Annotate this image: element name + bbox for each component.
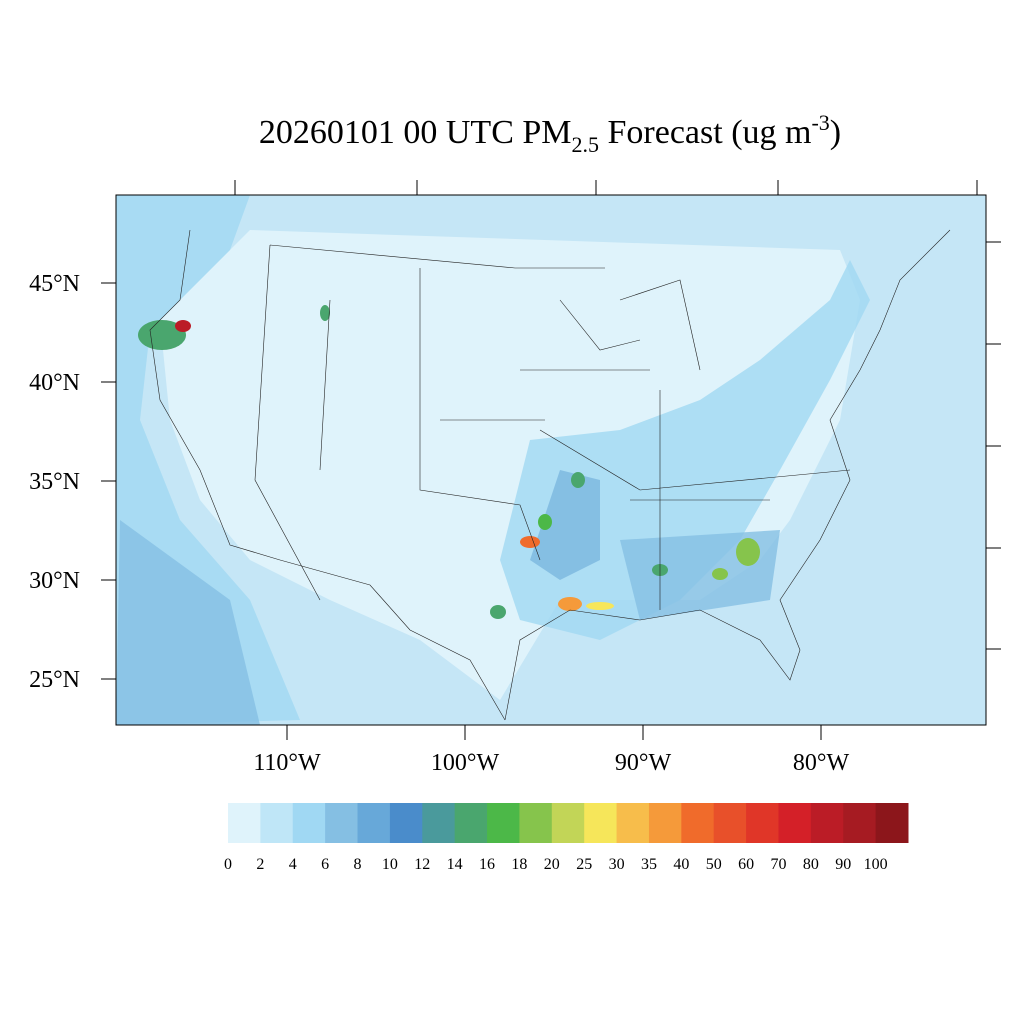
colorbar-label: 25 (576, 856, 592, 873)
colorbar-box (648, 803, 682, 843)
colorbar-label: 18 (511, 856, 527, 873)
lat-label: 25°N (29, 667, 80, 693)
colorbar-label: 14 (447, 856, 463, 873)
hotspot (571, 472, 585, 488)
hotspot (320, 305, 330, 321)
hotspot (736, 538, 760, 566)
colorbar-label: 20 (544, 856, 560, 873)
colorbar-label: 90 (835, 856, 851, 873)
title-close: ) (830, 114, 841, 151)
colorbar-box (422, 803, 456, 843)
title: 20260101 00 UTC PM2.5 Forecast (ug m-3) (259, 110, 841, 157)
colorbar-box (584, 803, 618, 843)
colorbar-box (325, 803, 359, 843)
colorbar-label: 60 (738, 856, 754, 873)
colorbar-box (875, 803, 909, 843)
colorbar-label: 16 (479, 856, 495, 873)
hotspot (558, 597, 582, 611)
lon-label: 80°W (793, 750, 850, 776)
lat-label: 30°N (29, 568, 80, 594)
colorbar-box (357, 803, 391, 843)
colorbar-label: 10 (382, 856, 398, 873)
colorbar-box (487, 803, 520, 843)
colorbar-label: 4 (289, 856, 297, 873)
lon-label: 100°W (431, 750, 500, 776)
title-main: 20260101 00 UTC PM (259, 114, 572, 151)
pacific-field (116, 520, 260, 725)
title-superscript: -3 (811, 110, 829, 135)
colorbar-label: 12 (414, 856, 430, 873)
map (115, 180, 1001, 726)
map-frame (115, 194, 987, 726)
colorbar-box (843, 803, 877, 843)
title-subscript: 2.5 (572, 132, 600, 157)
colorbar-label: 8 (354, 856, 362, 873)
colorbar-label: 0 (224, 856, 232, 873)
hotspot (586, 602, 614, 610)
colorbar-box (778, 803, 812, 843)
hotspot (520, 536, 540, 548)
lat-label: 35°N (29, 469, 80, 495)
colorbar-label: 80 (803, 856, 819, 873)
colorbar-box (292, 803, 326, 843)
colorbar-label: 30 (609, 856, 625, 873)
hotspot (538, 514, 552, 530)
colorbar-box (746, 803, 779, 843)
colorbar-box (551, 803, 585, 843)
colorbar-box (713, 803, 747, 843)
title-rest: Forecast (ug m (599, 114, 811, 151)
hotspot (490, 605, 506, 619)
lat-label: 45°N (29, 271, 80, 297)
colorbar-box (519, 803, 553, 843)
colorbar-label: 50 (706, 856, 722, 873)
lon-label: 90°W (615, 750, 672, 776)
colorbar-box (260, 803, 294, 843)
blob (530, 470, 600, 580)
colorbar-box (389, 803, 423, 843)
lon-label: 110°W (253, 750, 321, 776)
colorbar-label: 100 (864, 856, 888, 873)
colorbar-label: 2 (256, 856, 264, 873)
hotspot (138, 320, 186, 350)
colorbar-box (228, 803, 261, 843)
colorbar-label: 35 (641, 856, 657, 873)
colorbar-label: 70 (770, 856, 786, 873)
colorbar-box (810, 803, 844, 843)
hotspot (712, 568, 728, 580)
colorbar-label: 6 (321, 856, 329, 873)
colorbar-box (454, 803, 488, 843)
hotspot (175, 320, 191, 332)
frame-ticks (234, 180, 1001, 650)
lat-label: 40°N (29, 370, 80, 396)
colorbar-box (616, 803, 650, 843)
colorbar-label: 40 (673, 856, 689, 873)
colorbar-box (681, 803, 715, 843)
